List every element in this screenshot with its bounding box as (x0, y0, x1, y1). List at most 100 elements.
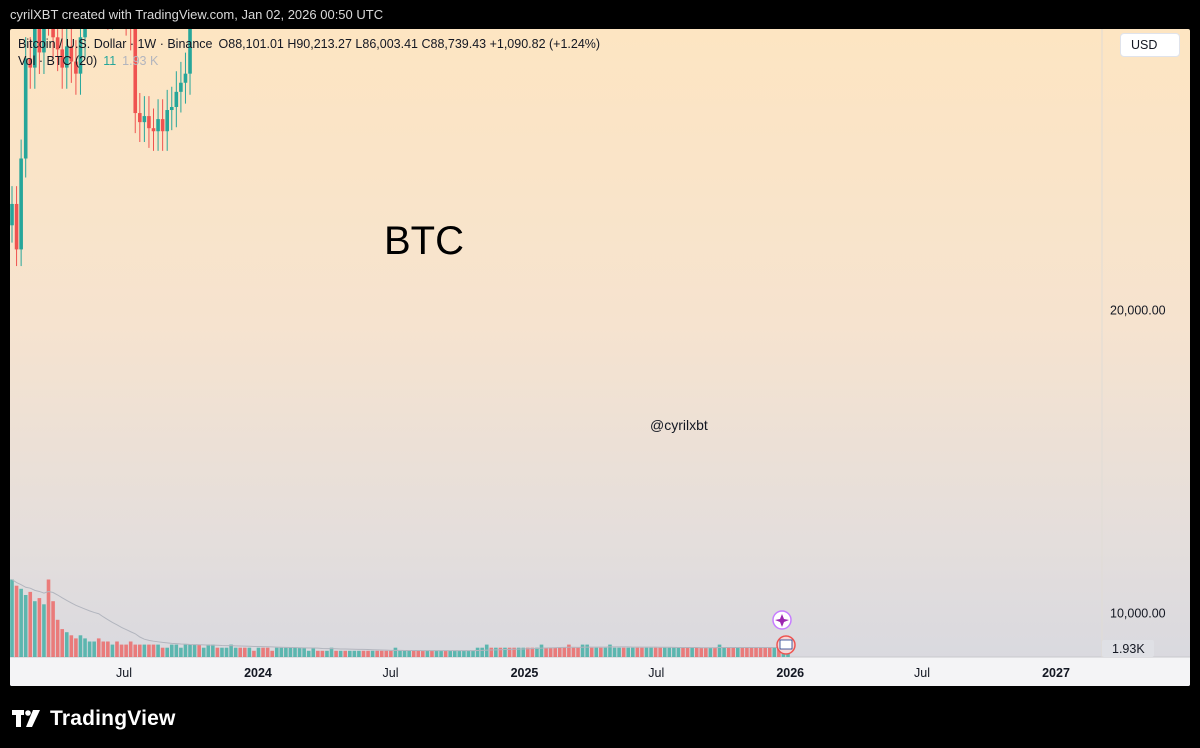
volume-bar (33, 601, 37, 657)
volume-bar (562, 647, 567, 657)
volume-bar (106, 641, 110, 657)
volume-bar (279, 647, 284, 657)
volume-bar (325, 650, 329, 657)
volume-bar (631, 647, 635, 657)
candle-body (183, 73, 188, 83)
price-chart[interactable]: @cyrilxbt2025 high10,000.0020,000.0030,0… (10, 29, 1190, 686)
volume-bar (197, 644, 201, 657)
volume-bar (169, 644, 174, 657)
volume-bar (51, 601, 55, 657)
volume-bar (119, 644, 124, 657)
volume-bar (544, 647, 548, 657)
candle-body (28, 58, 33, 68)
candle-body (133, 29, 138, 114)
volume-bar (402, 650, 407, 657)
volume-bar (261, 647, 265, 657)
volume-bar (311, 647, 316, 657)
volume-bar (704, 647, 708, 657)
created-line: cyrilXBT created with TradingView.com, J… (10, 7, 384, 22)
price-tick-label: 20,000.00 (1110, 304, 1166, 318)
candle-body (174, 91, 179, 107)
volume-bar (767, 647, 772, 657)
volume-bar (603, 647, 608, 657)
volume-bar (640, 647, 644, 657)
volume-bar (115, 641, 119, 657)
volume-bar (320, 650, 325, 657)
volume-bar (101, 641, 106, 657)
volume-bar (649, 647, 653, 657)
volume-bar (206, 644, 211, 657)
volume-bar (421, 650, 425, 657)
volume-bar (347, 650, 352, 657)
volume-bar (694, 647, 699, 657)
volume-bar (28, 591, 33, 657)
volume-bar (576, 647, 580, 657)
volume-bar (306, 650, 311, 657)
volume-bar (480, 647, 484, 657)
volume-bar (220, 647, 224, 657)
volume-bar (238, 647, 243, 657)
volume-bar (526, 647, 530, 657)
chart-area[interactable]: @cyrilxbt2025 high10,000.0020,000.0030,0… (10, 29, 1190, 686)
candle-body (179, 82, 183, 92)
volume-ma-line (11, 579, 789, 652)
time-axis-strip (10, 657, 1190, 686)
volume-bar (142, 644, 147, 657)
volume-bar (87, 641, 92, 657)
volume-bar (439, 650, 443, 657)
time-tick-label: 2024 (244, 666, 272, 680)
volume-bar (443, 650, 448, 657)
volume-bar (717, 644, 722, 657)
volume-bar (243, 647, 247, 657)
volume-bar (494, 647, 498, 657)
volume-bar (621, 647, 626, 657)
volume-bar (256, 647, 261, 657)
volume-bar (462, 650, 466, 657)
time-tick-label: Jul (648, 666, 664, 680)
candle-body (37, 29, 42, 53)
volume-bar (23, 595, 28, 657)
volume-bar (690, 647, 694, 657)
volume-bar (685, 647, 690, 657)
flag-glyph-icon (779, 639, 793, 650)
volume-bar (708, 647, 713, 657)
sparkle-glyph-icon (775, 614, 789, 627)
volume-bar (160, 647, 165, 657)
volume-price-box (1102, 640, 1154, 657)
candle-body (188, 29, 192, 74)
volume-bar (676, 647, 681, 657)
volume-bar (553, 647, 557, 657)
volume-bar (589, 647, 594, 657)
volume-bar (174, 644, 179, 657)
volume-bar (60, 629, 65, 657)
volume-bar (192, 644, 197, 657)
volume-bar (69, 635, 74, 657)
candle-body (160, 119, 165, 132)
volume-bar (211, 644, 215, 657)
time-tick-label: 2027 (1042, 666, 1070, 680)
volume-bar (594, 647, 599, 657)
volume-bar (530, 647, 535, 657)
volume-bar (247, 647, 252, 657)
volume-bar (635, 647, 640, 657)
volume-bar (608, 644, 612, 657)
volume-bar (83, 638, 87, 657)
volume-bar (165, 647, 169, 657)
volume-bar (37, 598, 42, 657)
candle-body (33, 29, 37, 68)
tradingview-logo-icon (12, 710, 40, 727)
volume-bar (133, 644, 138, 657)
volume-bar (293, 647, 297, 657)
time-tick-label: Jul (116, 666, 132, 680)
volume-bar (539, 644, 544, 657)
volume-bar (585, 644, 589, 657)
volume-bar (343, 650, 348, 657)
volume-bar (265, 647, 270, 657)
volume-bar (138, 644, 142, 657)
candle-body (10, 203, 14, 226)
volume-bar (448, 650, 453, 657)
currency-button[interactable]: USD (1120, 33, 1180, 57)
volume-bar (672, 647, 676, 657)
volume-bar (384, 650, 389, 657)
candle-body (69, 46, 74, 62)
